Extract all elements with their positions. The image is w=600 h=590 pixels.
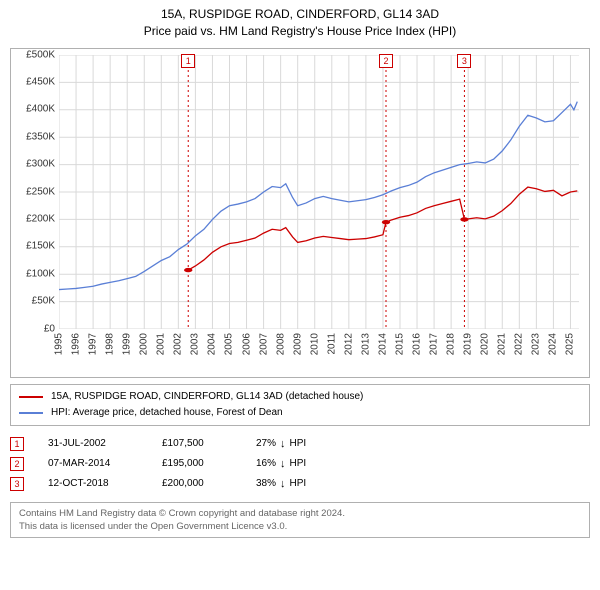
arrow-down-icon: ↓ [280, 478, 286, 490]
x-tick-label: 2021 [497, 333, 508, 355]
sale-num-box: 2 [10, 457, 24, 471]
x-tick-label: 1998 [105, 333, 116, 355]
chart-svg [59, 55, 579, 329]
x-tick-label: 1995 [54, 333, 65, 355]
chart-title-block: 15A, RUSPIDGE ROAD, CINDERFORD, GL14 3AD… [10, 6, 590, 40]
x-tick-label: 2025 [565, 333, 576, 355]
legend-swatch [19, 412, 43, 414]
pct-value: 27% [256, 438, 276, 449]
sale-num-box: 3 [10, 477, 24, 491]
sale-price: £200,000 [162, 478, 232, 489]
legend: 15A, RUSPIDGE ROAD, CINDERFORD, GL14 3AD… [10, 384, 590, 426]
plot-area: 1 2 3 [59, 55, 579, 329]
y-tick-label: £450K [26, 76, 55, 87]
x-tick-label: 2014 [377, 333, 388, 355]
sale-marker-box: 3 [457, 54, 471, 68]
x-tick-label: 2017 [429, 333, 440, 355]
pct-suffix: HPI [290, 438, 307, 449]
sale-marker-box: 2 [379, 54, 393, 68]
x-tick-label: 2006 [241, 333, 252, 355]
x-tick-label: 2005 [224, 333, 235, 355]
x-tick-label: 2007 [258, 333, 269, 355]
y-axis: £0£50K£100K£150K£200K£250K£300K£350K£400… [11, 55, 59, 329]
pct-value: 38% [256, 478, 276, 489]
sale-date: 31-JUL-2002 [48, 438, 138, 449]
y-tick-label: £250K [26, 186, 55, 197]
x-tick-label: 2024 [548, 333, 559, 355]
y-tick-label: £100K [26, 268, 55, 279]
sales-row: 3 12-OCT-2018 £200,000 38% ↓ HPI [10, 474, 590, 494]
legend-swatch [19, 396, 43, 398]
title-line1: 15A, RUSPIDGE ROAD, CINDERFORD, GL14 3AD [10, 6, 590, 23]
title-line2: Price paid vs. HM Land Registry's House … [10, 23, 590, 40]
arrow-down-icon: ↓ [280, 458, 286, 470]
legend-row: HPI: Average price, detached house, Fore… [19, 405, 581, 421]
pct-suffix: HPI [290, 478, 307, 489]
sales-row: 2 07-MAR-2014 £195,000 16% ↓ HPI [10, 454, 590, 474]
legend-label: 15A, RUSPIDGE ROAD, CINDERFORD, GL14 3AD… [51, 389, 363, 405]
x-tick-label: 2022 [514, 333, 525, 355]
y-tick-label: £150K [26, 241, 55, 252]
sale-pct: 38% ↓ HPI [256, 478, 306, 490]
x-tick-label: 2008 [275, 333, 286, 355]
sale-price: £107,500 [162, 438, 232, 449]
x-tick-label: 2018 [446, 333, 457, 355]
x-tick-label: 2020 [480, 333, 491, 355]
x-tick-label: 2009 [292, 333, 303, 355]
pct-value: 16% [256, 458, 276, 469]
y-tick-label: £400K [26, 104, 55, 115]
sale-date: 07-MAR-2014 [48, 458, 138, 469]
arrow-down-icon: ↓ [280, 438, 286, 450]
x-tick-label: 1997 [88, 333, 99, 355]
x-tick-label: 2013 [360, 333, 371, 355]
pct-suffix: HPI [290, 458, 307, 469]
chart-area: £0£50K£100K£150K£200K£250K£300K£350K£400… [10, 48, 590, 378]
y-tick-label: £300K [26, 159, 55, 170]
y-tick-label: £350K [26, 131, 55, 142]
x-tick-label: 2023 [531, 333, 542, 355]
x-tick-label: 2000 [139, 333, 150, 355]
legend-row: 15A, RUSPIDGE ROAD, CINDERFORD, GL14 3AD… [19, 389, 581, 405]
x-tick-label: 2001 [156, 333, 167, 355]
attribution: Contains HM Land Registry data © Crown c… [10, 502, 590, 539]
x-tick-label: 1999 [122, 333, 133, 355]
y-tick-label: £200K [26, 213, 55, 224]
x-tick-label: 2004 [207, 333, 218, 355]
x-tick-label: 2019 [463, 333, 474, 355]
y-tick-label: £500K [26, 49, 55, 60]
x-tick-label: 2002 [173, 333, 184, 355]
attribution-line2: This data is licensed under the Open Gov… [19, 520, 581, 533]
sales-table: 1 31-JUL-2002 £107,500 27% ↓ HPI 2 07-MAR-2014 £… [10, 434, 590, 494]
sale-pct: 27% ↓ HPI [256, 438, 306, 450]
y-tick-label: £50K [32, 296, 55, 307]
x-tick-label: 1996 [71, 333, 82, 355]
attribution-line1: Contains HM Land Registry data © Crown c… [19, 507, 581, 520]
sale-date: 12-OCT-2018 [48, 478, 138, 489]
x-tick-label: 2015 [394, 333, 405, 355]
x-tick-label: 2012 [343, 333, 354, 355]
sale-marker-box: 1 [181, 54, 195, 68]
sale-price: £195,000 [162, 458, 232, 469]
x-tick-label: 2016 [412, 333, 423, 355]
x-tick-label: 2003 [190, 333, 201, 355]
sales-row: 1 31-JUL-2002 £107,500 27% ↓ HPI [10, 434, 590, 454]
legend-label: HPI: Average price, detached house, Fore… [51, 405, 283, 421]
x-tick-label: 2010 [309, 333, 320, 355]
x-axis: 1995199619971998199920002001200220032004… [59, 329, 579, 377]
sale-pct: 16% ↓ HPI [256, 458, 306, 470]
sale-num-box: 1 [10, 437, 24, 451]
x-tick-label: 2011 [326, 333, 337, 355]
